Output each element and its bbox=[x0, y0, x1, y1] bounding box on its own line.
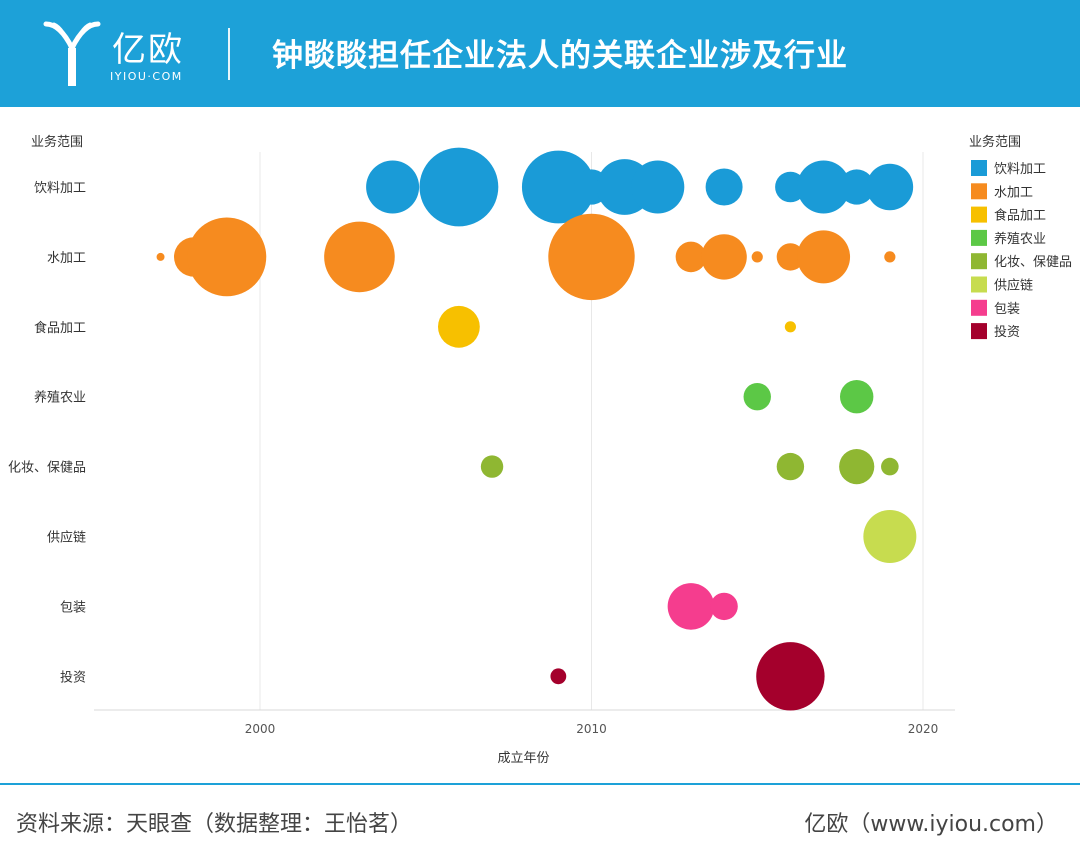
x-tick-label-2010: 2010 bbox=[576, 722, 607, 736]
credit-note: 亿欧（www.iyiou.com） bbox=[804, 812, 1058, 837]
bubble-1-3 bbox=[324, 221, 395, 293]
legend-swatch-4 bbox=[971, 253, 987, 270]
y-tick-label-3: 养殖农业 bbox=[34, 390, 86, 406]
y-tick-label-5: 供应链 bbox=[47, 530, 86, 546]
brand-name: 亿欧 bbox=[112, 30, 184, 70]
bubble-0-0 bbox=[366, 160, 420, 214]
legend-label-7: 投资 bbox=[994, 324, 1020, 340]
y-axis-title: 业务范围 bbox=[31, 134, 83, 150]
bubble-1-6 bbox=[701, 234, 747, 280]
bubble-4-1 bbox=[776, 452, 805, 481]
legend-swatch-0 bbox=[971, 160, 987, 176]
legend-label-6: 包装 bbox=[994, 302, 1020, 317]
header-banner: 亿欧 IYIOU·COM 钟睒睒担任企业法人的关联企业涉及行业 bbox=[0, 0, 1080, 107]
y-tick-label-4: 化妆、保健品 bbox=[8, 461, 86, 476]
y-tick-label-7: 投资 bbox=[60, 669, 86, 685]
source-note: 资料来源：天眼查（数据整理：王怡茗） bbox=[16, 812, 413, 837]
legend-label-0: 饮料加工 bbox=[994, 162, 1046, 177]
y-tick-label-2: 食品加工 bbox=[34, 320, 86, 336]
legend-swatch-6 bbox=[971, 299, 987, 316]
legend-swatch-7 bbox=[971, 323, 987, 340]
footer-divider bbox=[0, 783, 1080, 785]
bubble-4-3 bbox=[881, 457, 899, 476]
bubble-4-0 bbox=[480, 455, 504, 478]
x-axis-title: 成立年份 bbox=[497, 751, 549, 766]
bubble-1-8 bbox=[776, 243, 805, 271]
bubble-4-2 bbox=[839, 449, 875, 485]
yiou-logo-icon bbox=[43, 21, 101, 86]
bubble-5-0 bbox=[863, 510, 917, 563]
bubble-1-10 bbox=[884, 251, 896, 263]
legend-swatch-5 bbox=[971, 276, 987, 293]
bubble-chart: 2000 2010 2020成立年份业务范围饮料加工水加工食品加工养殖农业化妆、保健… bbox=[8, 134, 1072, 766]
bubble-3-0 bbox=[743, 383, 771, 411]
y-tick-label-0: 饮料加工 bbox=[34, 181, 86, 196]
bubble-1-0 bbox=[156, 252, 165, 261]
brand-sub: IYIOU·COM bbox=[110, 70, 183, 83]
y-tick-label-6: 包装 bbox=[60, 600, 86, 615]
legend-swatch-1 bbox=[971, 183, 987, 200]
page-title: 钟睒睒担任企业法人的关联企业涉及行业 bbox=[272, 38, 848, 74]
bubble-6-1 bbox=[710, 592, 738, 621]
bubble-0-8 bbox=[797, 160, 851, 214]
bubble-7-0 bbox=[550, 668, 567, 685]
bubble-0-5 bbox=[631, 160, 685, 214]
bubble-7-1 bbox=[756, 642, 825, 711]
bubble-1-2 bbox=[187, 217, 267, 297]
legend-label-1: 水加工 bbox=[994, 185, 1033, 200]
bubble-1-5 bbox=[675, 241, 707, 273]
legend-label-5: 供应链 bbox=[994, 278, 1033, 294]
header-divider bbox=[228, 28, 230, 80]
bubble-1-4 bbox=[548, 213, 635, 301]
legend-label-2: 食品加工 bbox=[994, 208, 1046, 224]
legend-swatch-2 bbox=[971, 206, 987, 223]
bubble-0-9 bbox=[839, 169, 875, 205]
bubble-1-7 bbox=[751, 251, 763, 263]
legend-swatch-3 bbox=[971, 229, 987, 246]
x-tick-label-2020: 2020 bbox=[908, 722, 939, 736]
bubble-0-2 bbox=[521, 150, 595, 224]
bubble-2-1 bbox=[784, 321, 797, 333]
bubble-1-9 bbox=[797, 230, 851, 284]
bubble-2-0 bbox=[438, 305, 480, 348]
legend-label-4: 化妆、保健品 bbox=[994, 255, 1072, 270]
bubble-0-6 bbox=[705, 168, 743, 206]
x-tick-label-2000: 2000 bbox=[245, 722, 276, 736]
bubble-6-0 bbox=[667, 583, 715, 630]
bubble-3-1 bbox=[840, 380, 874, 414]
bubble-0-1 bbox=[419, 147, 499, 227]
y-tick-label-1: 水加工 bbox=[47, 251, 86, 266]
bubble-0-7 bbox=[775, 171, 806, 203]
bubble-0-10 bbox=[866, 163, 914, 211]
legend-title: 业务范围 bbox=[969, 134, 1021, 150]
legend-label-3: 养殖农业 bbox=[994, 231, 1046, 247]
